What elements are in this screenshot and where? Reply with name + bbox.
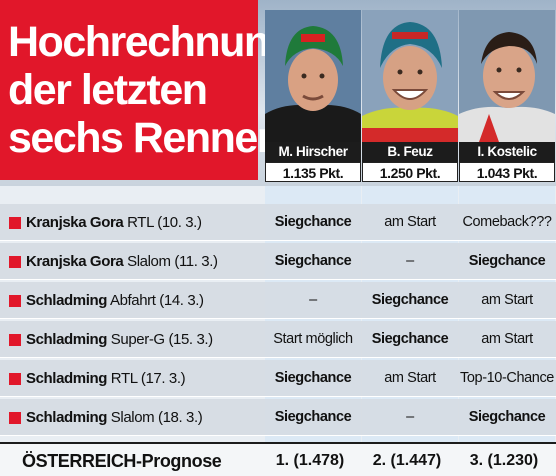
race-place: Schladming — [26, 409, 108, 426]
race-label: Kranjska Gora RTL (10. 3.) — [26, 204, 262, 241]
bullet-square-icon — [9, 412, 21, 424]
race-label: Schladming Super-G (15. 3.) — [26, 321, 262, 358]
table-row: Schladming RTL (17. 3.) Siegchance am St… — [0, 360, 556, 397]
prognosis-kostelic: 3. (1.230) — [469, 452, 539, 469]
cell-feuz: am Start — [384, 214, 436, 230]
race-discipline: Slalom (11. 3.) — [127, 253, 218, 270]
athlete-points: 1.135 Pkt. — [265, 162, 361, 182]
cell-feuz: Siegchance — [371, 292, 449, 308]
race-table: Kranjska Gora RTL (10. 3.) Siegchance am… — [0, 186, 556, 476]
cell-kostelic: Siegchance — [468, 409, 546, 425]
athlete-feuz: B. Feuz 1.250 Pkt. — [362, 10, 458, 182]
cell-kostelic: Siegchance — [468, 253, 546, 269]
race-place: Kranjska Gora — [26, 214, 124, 231]
title-line-2: der letzten — [8, 66, 208, 114]
race-label: Kranjska Gora Slalom (11. 3.) — [26, 243, 262, 280]
race-place: Schladming — [26, 292, 108, 309]
cell-feuz: Siegchance — [371, 331, 449, 347]
cell-hirscher: Siegchance — [274, 253, 352, 269]
athlete-hirscher: M. Hirscher 1.135 Pkt. — [265, 10, 361, 182]
athlete-points: 1.250 Pkt. — [362, 162, 458, 182]
athlete-photo-hirscher — [265, 10, 361, 142]
cell-hirscher: Siegchance — [274, 214, 352, 230]
table-row: Schladming Slalom (18. 3.) Siegchance – … — [0, 399, 556, 436]
table-row: Schladming Super-G (15. 3.) Start möglic… — [0, 321, 556, 358]
race-label: Schladming Slalom (18. 3.) — [26, 399, 262, 436]
athlete-photo-feuz — [362, 10, 458, 142]
header: Hochrechnung der letzten sechs Rennen: M… — [0, 0, 556, 186]
cell-kostelic: Top-10-Chance — [460, 370, 554, 386]
athlete-name: M. Hirscher — [265, 142, 361, 162]
race-label: Schladming Abfahrt (14. 3.) — [26, 282, 262, 319]
prognosis-row: ÖSTERREICH-Prognose 1. (1.478) 2. (1.447… — [0, 442, 556, 476]
cell-hirscher: Start möglich — [273, 331, 353, 347]
cell-feuz: – — [406, 253, 414, 269]
race-discipline: Abfahrt (14. 3.) — [109, 292, 204, 309]
table-row: Schladming Abfahrt (14. 3.) – Siegchance… — [0, 282, 556, 319]
table-row: Kranjska Gora Slalom (11. 3.) Siegchance… — [0, 243, 556, 280]
cell-feuz: – — [406, 409, 414, 425]
race-place: Schladming — [26, 370, 108, 387]
prognosis-feuz: 2. (1.447) — [372, 452, 442, 469]
prognosis-hirscher: 1. (1.478) — [275, 452, 345, 469]
bullet-square-icon — [9, 217, 21, 229]
bullet-square-icon — [9, 256, 21, 268]
athlete-name: I. Kostelic — [459, 142, 555, 162]
cell-hirscher: Siegchance — [274, 370, 352, 386]
athlete-points: 1.043 Pkt. — [459, 162, 555, 182]
portrait-feuz-image — [362, 10, 458, 142]
race-discipline: Super-G (15. 3.) — [110, 331, 213, 348]
table-row: Kranjska Gora RTL (10. 3.) Siegchance am… — [0, 204, 556, 241]
title-line-1: Hochrechnung — [8, 18, 295, 66]
portrait-kostelic-image — [459, 10, 555, 142]
cell-kostelic: am Start — [481, 331, 533, 347]
portrait-hirscher-image — [265, 10, 361, 142]
race-discipline: Slalom (18. 3.) — [110, 409, 203, 426]
race-place: Kranjska Gora — [26, 253, 124, 270]
race-discipline: RTL (17. 3.) — [110, 370, 186, 387]
race-place: Schladming — [26, 331, 108, 348]
bullet-square-icon — [9, 334, 21, 346]
athlete-photo-kostelic — [459, 10, 555, 142]
cell-hirscher: – — [309, 292, 317, 308]
cell-kostelic: Comeback??? — [462, 214, 552, 230]
race-label: Schladming RTL (17. 3.) — [26, 360, 262, 397]
cell-kostelic: am Start — [481, 292, 533, 308]
athlete-kostelic: I. Kostelic 1.043 Pkt. — [459, 10, 555, 182]
race-discipline: RTL (10. 3.) — [127, 214, 202, 231]
athlete-name: B. Feuz — [362, 142, 458, 162]
title-line-3: sechs Rennen: — [8, 114, 296, 162]
prognosis-label: ÖSTERREICH-Prognose — [22, 451, 222, 471]
bullet-square-icon — [9, 373, 21, 385]
cell-feuz: am Start — [384, 370, 436, 386]
bullet-square-icon — [9, 295, 21, 307]
cell-hirscher: Siegchance — [274, 409, 352, 425]
title-box: Hochrechnung der letzten sechs Rennen: — [0, 0, 296, 180]
